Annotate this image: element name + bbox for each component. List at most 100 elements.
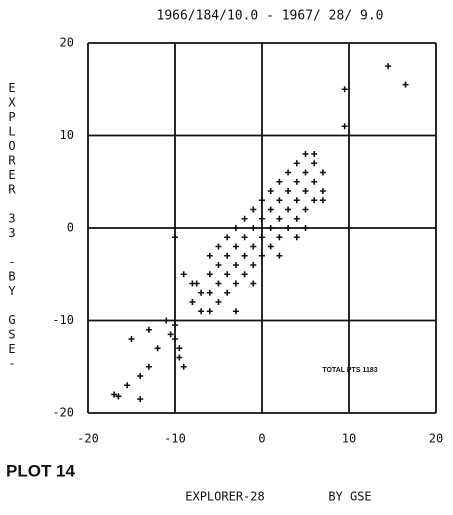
scatter-point [285,225,292,231]
scatter-point [154,345,161,352]
scatter-point [172,234,178,241]
y-tick-label: 20 [60,36,74,50]
y-tick-label: 0 [67,221,74,235]
scatter-point [224,234,231,241]
scatter-point [285,188,292,194]
scatter-point [267,188,274,194]
scatter-point [215,280,222,287]
scatter-point [198,289,205,296]
scatter-point [385,63,392,70]
scatter-point [232,243,239,250]
scatter-point [111,391,118,398]
scatter-point [215,243,222,250]
scatter-point [276,234,283,241]
scatter-point [241,234,248,241]
scatter-point [293,197,300,204]
scatter-point [167,331,174,338]
scatter-point [241,271,248,278]
scatter-point [224,271,231,278]
scatter-point [250,225,257,231]
scatter-point [267,206,274,213]
scatter-point [206,252,213,259]
scatter-point [259,197,265,204]
scatter-point [250,243,257,250]
x-axis-label: EXPLORER-28 [185,490,264,504]
scatter-point [241,215,248,222]
scatter-point [176,345,183,352]
scatter-point [224,289,231,296]
scatter-point [259,215,265,222]
scatter-point [137,373,144,379]
scatter-point [302,188,309,194]
scatter-point [311,197,318,204]
scatter-point [402,81,409,88]
scatter-point [137,396,144,403]
chart-title: 1966/184/10.0 - 1967/ 28/ 9.0 [157,9,384,24]
scatter-point [206,289,213,296]
scatter-point [311,151,318,157]
y-tick-label: -10 [52,313,74,327]
x-tick-label: 20 [429,432,443,446]
scatter-point [302,206,309,213]
scatter-point [145,326,152,333]
scatter-point [302,169,309,176]
scatter-point [172,322,178,329]
scatter-point [241,252,248,259]
scatter-point [302,225,309,231]
scatter-point [215,262,222,268]
y-tick-label: -20 [52,406,74,420]
scatter-point [176,354,183,361]
scatter-point [311,160,318,167]
scatter-point [293,178,300,185]
scatter-point [259,252,265,259]
x-tick-label: 0 [258,432,265,446]
scatter-point [259,234,265,241]
scatter-point [293,215,300,222]
scatter-point [189,299,196,305]
scatter-point [267,225,274,231]
scatter-point [276,197,283,204]
scatter-point [319,188,326,194]
scatter-point [285,169,292,176]
scatter-point [267,243,274,250]
x-axis-label-suffix: BY GSE [328,490,371,504]
scatter-point [115,393,122,400]
scatter-point [276,178,283,185]
scatter-point [302,151,309,157]
plot-label: PLOT 14 [6,461,76,480]
scatter-point [206,271,213,278]
scatter-point [189,280,196,287]
scatter-point [124,382,131,389]
scatter-point [319,197,326,204]
scatter-point [276,215,283,222]
scatter-point [180,271,187,278]
x-tick-label: 10 [342,432,356,446]
scatter-point [206,308,213,315]
annotation: TOTAL PTS 1183 [322,367,377,374]
scatter-point [341,123,348,130]
scatter-point [250,280,257,287]
scatter-point [198,308,205,315]
scatter-point [250,262,257,268]
scatter-point [285,206,292,213]
scatter-point [145,363,152,370]
scatter-point [293,234,300,241]
scatter-point [276,252,283,259]
x-tick-label: -10 [164,432,186,446]
scatter-point [232,308,239,315]
scatter-point [128,336,135,342]
scatter-point [319,169,326,176]
scatter-point [163,317,170,324]
scatter-point [232,225,239,231]
scatter-point [250,206,257,213]
scatter-point [232,280,239,287]
y-tick-label: 10 [60,128,74,142]
scatter-point [341,86,348,93]
scatter-point [224,252,231,259]
scatter-point [232,262,239,268]
scatter-point [180,363,187,370]
scatter-point [311,178,318,185]
scatter-point [172,336,178,342]
